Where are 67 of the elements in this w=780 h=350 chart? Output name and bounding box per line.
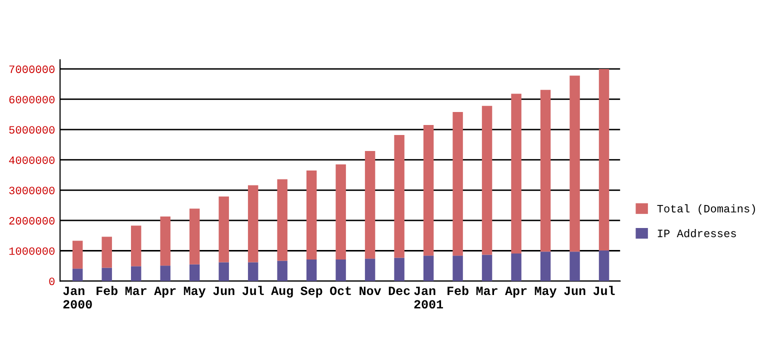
bar — [598, 68, 610, 250]
x-tick-label: Mar — [125, 286, 146, 296]
x-tick-label: Feb — [448, 286, 468, 296]
y-tick-label: 6000000 — [9, 96, 55, 104]
x-tick-label: Jun — [213, 286, 234, 296]
bar — [482, 254, 492, 282]
bar — [306, 260, 317, 282]
x-tick-label: Nov — [360, 286, 382, 296]
x-tick-label: Jul — [242, 286, 264, 296]
bar — [72, 240, 83, 269]
bar — [570, 76, 580, 252]
x-tick-label: Aug — [271, 286, 293, 298]
bar — [364, 258, 376, 282]
bar — [336, 260, 346, 282]
x-tick-label: Apr — [505, 286, 527, 298]
bar — [452, 256, 463, 282]
legend-label: Total (Domains) — [657, 204, 755, 215]
bar — [189, 208, 200, 264]
y-tick-label: 1000000 — [9, 247, 55, 255]
y-tick-label: 5000000 — [9, 126, 55, 134]
bar — [248, 185, 258, 262]
x-tick-label: Jan 2000 — [63, 286, 92, 309]
bar — [394, 258, 404, 282]
x-tick-label: Feb — [96, 286, 118, 296]
legend-label: IP Addresses — [658, 229, 736, 238]
x-tick-label: Jun — [564, 286, 586, 296]
bar — [452, 112, 463, 256]
x-tick-label: Dec — [388, 286, 410, 296]
y-tick-label: 3000000 — [9, 186, 55, 194]
bar — [336, 164, 346, 260]
bar — [72, 268, 83, 282]
bar — [364, 151, 376, 259]
x-tick-label: Jan 2001 — [414, 286, 444, 309]
y-tick-label: 7000000 — [9, 66, 55, 74]
bar — [160, 266, 170, 282]
bar — [540, 252, 551, 282]
bar — [540, 90, 551, 252]
x-tick-label: May — [534, 286, 557, 298]
bar — [570, 252, 580, 282]
bar — [218, 262, 229, 282]
bar — [306, 170, 317, 260]
bar — [394, 134, 404, 258]
x-tick-label: May — [184, 286, 206, 298]
bar — [102, 236, 112, 268]
bar — [423, 125, 434, 256]
bar — [511, 253, 522, 282]
x-tick-label: Apr — [154, 286, 176, 298]
bar — [423, 256, 434, 282]
bar — [189, 264, 200, 282]
bar — [248, 262, 258, 282]
bar — [218, 196, 229, 262]
bar — [130, 226, 142, 266]
bar — [277, 260, 288, 282]
y-tick-label: 4000000 — [9, 156, 55, 164]
bar — [130, 266, 142, 282]
y-tick-label: 0 — [49, 278, 55, 286]
bar — [160, 216, 170, 266]
bar — [102, 268, 112, 282]
x-tick-label: Oct — [330, 286, 351, 296]
bar — [277, 179, 288, 261]
x-tick-label: Mar — [476, 286, 498, 296]
x-tick-label: Jul — [593, 286, 615, 296]
bar — [511, 94, 522, 254]
bar — [598, 250, 610, 282]
bar — [482, 106, 492, 255]
y-tick-label: 2000000 — [9, 217, 55, 225]
x-tick-label: Sep — [300, 286, 322, 298]
